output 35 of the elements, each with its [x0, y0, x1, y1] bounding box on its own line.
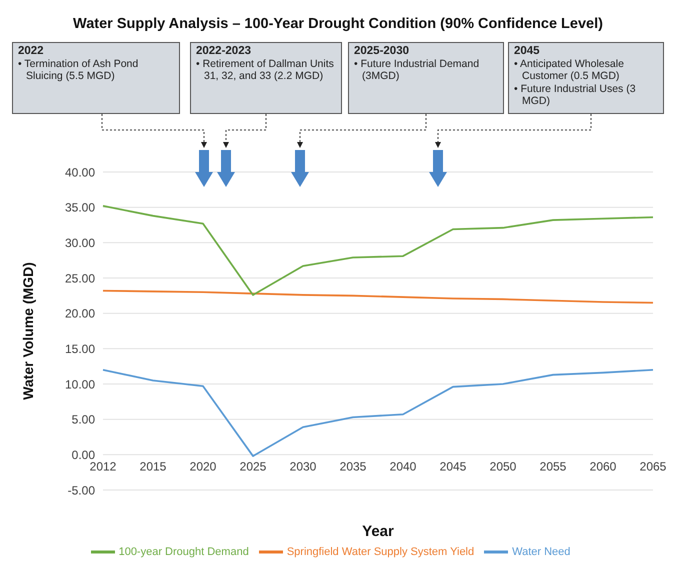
x-tick-label: 2025 — [240, 460, 267, 474]
text: 2022-2023 • Retirement of Dallman Units 31, 32, and 33 (2.2 MGD) — [196, 45, 335, 82]
x-tick-label: 2050 — [490, 460, 517, 474]
legend-label: Springfield Water Supply System Yield — [286, 546, 474, 558]
x-tick-label: 2015 — [140, 460, 167, 474]
x-tick-label: 2055 — [540, 460, 567, 474]
text: 2022 • Termination of Ash Pond Sluicing (5.5 MGD) — [18, 45, 140, 82]
y-tick-label: 0.00 — [72, 448, 96, 462]
y-tick-label: 10.00 — [64, 377, 96, 392]
x-tick-label: 2060 — [590, 460, 617, 474]
text: 2025-2030 • Future Industrial Demand (3MGD) — [354, 45, 480, 82]
x-axis-title: Year — [362, 523, 394, 540]
legend-label: Water Need — [512, 546, 570, 558]
x-tick-label: 2012 — [90, 460, 117, 474]
y-tick-label: 25.00 — [64, 271, 96, 286]
x-tick-label: 2040 — [390, 460, 417, 474]
x-tick-label: 2045 — [440, 460, 467, 474]
line-series — [102, 368, 654, 457]
y-axis-title: Water Volume (MGD) — [20, 262, 36, 400]
y-tick-label: 40.00 — [64, 165, 96, 180]
line-series — [102, 290, 654, 304]
y-tick-label: 30.00 — [64, 236, 96, 250]
x-tick-label: 2065 — [640, 460, 667, 474]
y-tick-label: 5.00 — [72, 412, 96, 427]
chart-title: Water Supply Analysis – 100-Year Drought Condition (90% Confidence Level) — [72, 15, 604, 34]
legend-label: 100-year Drought Demand — [118, 546, 249, 558]
y-tick-label: 20.00 — [64, 306, 96, 321]
y-tick-label: 35.00 — [64, 200, 96, 215]
text: 2045 • Anticipated Wholesale Customer (0.5 MGD) • Future Industrial Uses (3 MGD) — [514, 45, 637, 108]
line-series — [102, 205, 654, 296]
y-tick-label: 15.00 — [64, 342, 96, 356]
x-tick-label: 2020 — [190, 460, 217, 474]
x-tick-label: 2030 — [290, 460, 317, 474]
x-tick-label: 2035 — [340, 460, 367, 474]
y-tick-label: -5.00 — [68, 483, 96, 498]
